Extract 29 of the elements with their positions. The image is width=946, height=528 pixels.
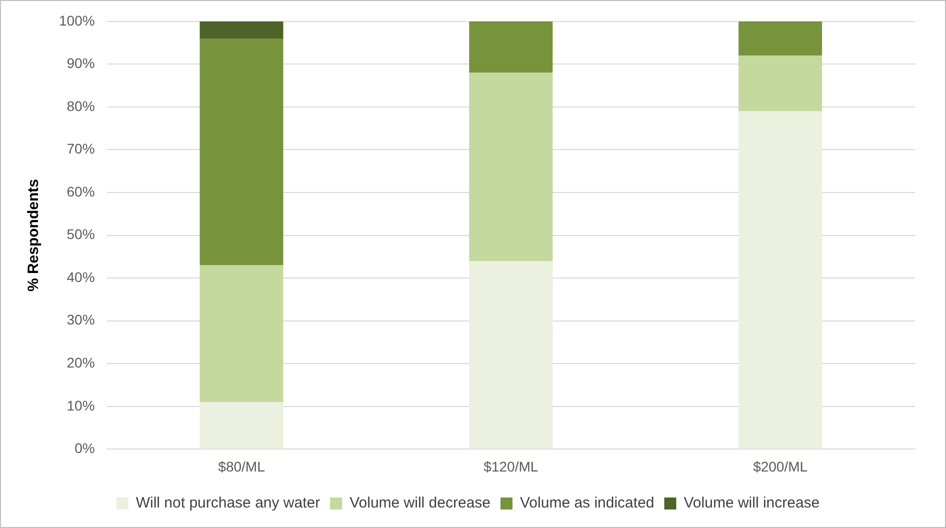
bar bbox=[200, 21, 284, 39]
bar bbox=[469, 72, 553, 261]
y-tick-label: 40% bbox=[66, 268, 95, 285]
bar bbox=[738, 56, 822, 112]
legend-label: Volume as indicated bbox=[520, 494, 654, 512]
bar bbox=[200, 402, 284, 449]
y-tick-label: 80% bbox=[66, 98, 95, 114]
bar bbox=[469, 260, 553, 449]
legend-label: Will not purchase any water bbox=[136, 494, 320, 512]
x-tick-label: $80/ML bbox=[218, 458, 266, 474]
legend-label: Volume will increase bbox=[684, 494, 820, 512]
bar bbox=[469, 21, 553, 73]
legend-label: Volume will decrease bbox=[350, 494, 491, 512]
x-tick-label: $200/ML bbox=[753, 458, 808, 474]
x-tick-label: $120/ML bbox=[484, 458, 538, 474]
y-tick-label: 90% bbox=[66, 55, 95, 72]
y-tick-label: 10% bbox=[66, 397, 95, 414]
bar bbox=[200, 38, 284, 266]
bar bbox=[200, 265, 284, 402]
y-tick-label: 50% bbox=[66, 226, 95, 242]
y-tick-label: 70% bbox=[66, 140, 95, 157]
y-tick-label: 60% bbox=[66, 183, 95, 200]
y-axis-title: % Respondents bbox=[25, 179, 42, 292]
y-tick-label: 0% bbox=[74, 440, 95, 456]
y-tick-label: 20% bbox=[66, 354, 95, 370]
y-tick-label: 30% bbox=[66, 312, 95, 328]
bar bbox=[738, 111, 822, 449]
y-tick-label: 100% bbox=[58, 12, 95, 28]
bar bbox=[738, 21, 822, 56]
